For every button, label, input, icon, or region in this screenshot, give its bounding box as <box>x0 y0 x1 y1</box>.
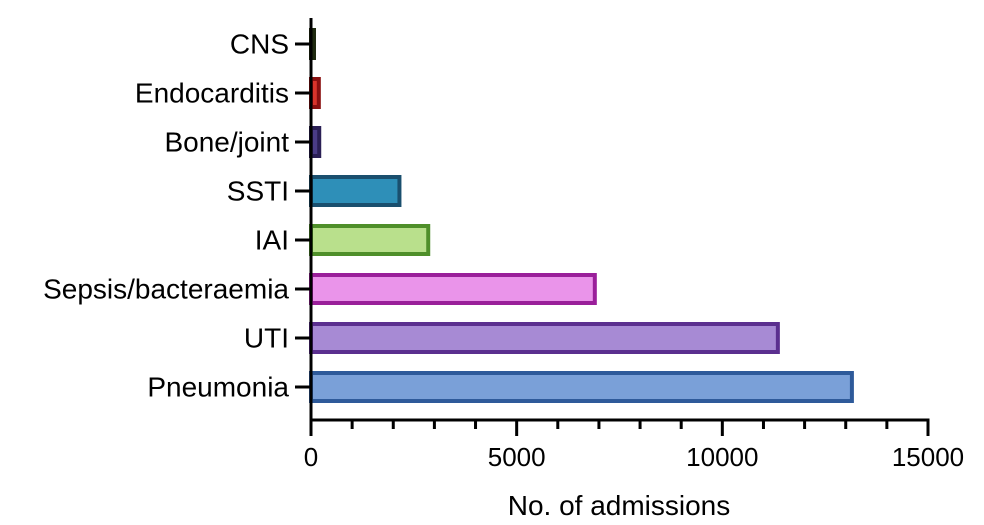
category-label: Endocarditis <box>135 78 289 109</box>
x-tick-label: 5000 <box>488 442 546 472</box>
bar-ssti <box>309 175 402 207</box>
y-axis <box>295 18 313 422</box>
category-label: Pneumonia <box>147 372 289 403</box>
category-label: UTI <box>244 323 289 354</box>
bars-group <box>309 28 854 403</box>
category-label: IAI <box>255 225 289 256</box>
category-label: Sepsis/bacteraemia <box>43 274 289 305</box>
category-label: SSTI <box>227 176 289 207</box>
bar-sepsis-bacteraemia <box>309 273 597 305</box>
bar-uti <box>309 322 780 354</box>
x-axis: 0 5000 10000 15000 <box>304 418 964 472</box>
x-tick-label: 10000 <box>686 442 758 472</box>
category-label: Bone/joint <box>164 127 289 158</box>
x-tick-label: 0 <box>304 442 318 472</box>
x-tick-label: 15000 <box>892 442 964 472</box>
category-labels: CNS Endocarditis Bone/joint SSTI IAI Sepsis/b… <box>43 29 289 403</box>
x-axis-title: No. of admissions <box>508 490 731 521</box>
bar-pneumonia <box>309 371 854 403</box>
bar-iai <box>309 224 431 256</box>
category-label: CNS <box>230 29 289 60</box>
